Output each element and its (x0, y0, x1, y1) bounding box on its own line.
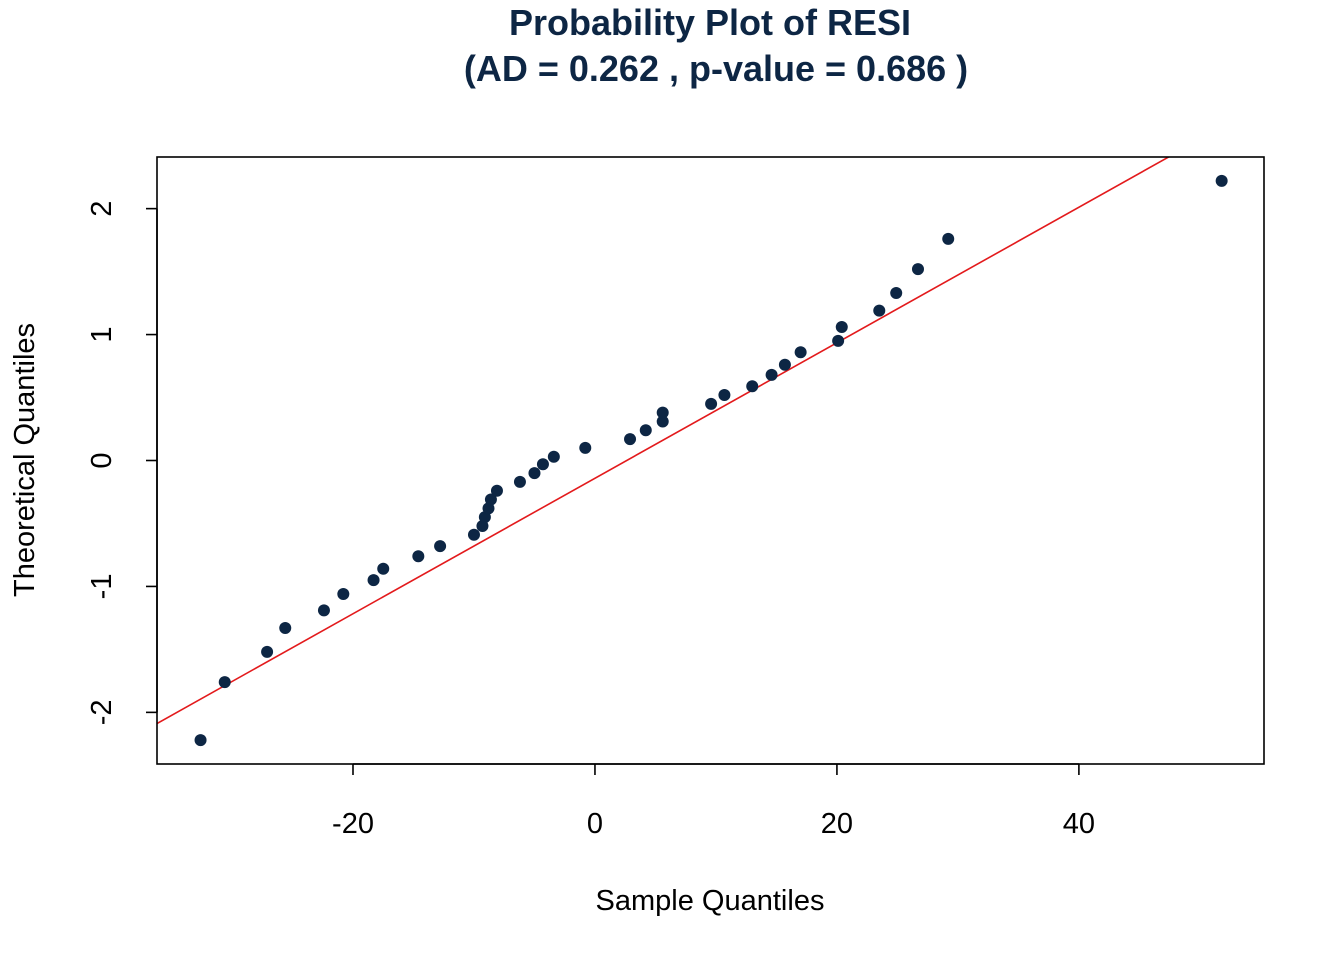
data-point (547, 450, 560, 463)
x-tick-label: 0 (587, 808, 603, 840)
y-tick-label: -2 (86, 699, 118, 725)
y-tick-label: 1 (86, 326, 118, 342)
data-point (317, 604, 330, 617)
chart-subtitle: (AD = 0.262 , p-value = 0.686 ) (464, 48, 968, 89)
data-point (794, 346, 807, 359)
x-tick-label: 20 (821, 808, 853, 840)
y-tick-label: 2 (86, 201, 118, 217)
data-point (337, 587, 350, 600)
data-point (528, 467, 541, 480)
data-point (832, 334, 845, 347)
data-point (484, 493, 497, 506)
data-point (911, 263, 924, 276)
data-point (718, 389, 731, 402)
data-point (434, 540, 447, 553)
data-point (218, 676, 231, 689)
y-axis-label: Theoretical Quantiles (9, 323, 41, 597)
data-point (490, 484, 503, 497)
chart-title: Probability Plot of RESI (509, 2, 911, 43)
reference-line-group (157, 157, 1171, 725)
data-point (513, 475, 526, 488)
y-tick-label: 0 (86, 452, 118, 468)
data-point (835, 321, 848, 334)
data-point (765, 368, 778, 381)
data-point (377, 562, 390, 575)
data-point (705, 397, 718, 410)
data-point (367, 574, 380, 587)
x-axis-label: Sample Quantiles (596, 885, 825, 917)
y-tick-label: -1 (86, 574, 118, 600)
data-point (412, 550, 425, 563)
data-point (873, 304, 886, 317)
reference-line (157, 157, 1171, 725)
plot-frame (156, 156, 1265, 765)
data-point (467, 528, 480, 541)
data-point (624, 433, 637, 446)
data-point (579, 441, 592, 454)
data-point (656, 415, 669, 428)
data-point (536, 458, 549, 471)
data-point (656, 406, 669, 419)
x-tick-label: -20 (332, 808, 374, 840)
data-point (194, 734, 207, 747)
data-point (639, 424, 652, 437)
data-point (778, 358, 791, 371)
data-point (942, 232, 955, 245)
data-point (890, 287, 903, 300)
data-point (1215, 174, 1228, 187)
data-point (279, 621, 292, 634)
points-group (194, 174, 1228, 747)
x-tick-label: 40 (1063, 808, 1095, 840)
data-point (261, 645, 274, 658)
data-point (746, 380, 759, 393)
